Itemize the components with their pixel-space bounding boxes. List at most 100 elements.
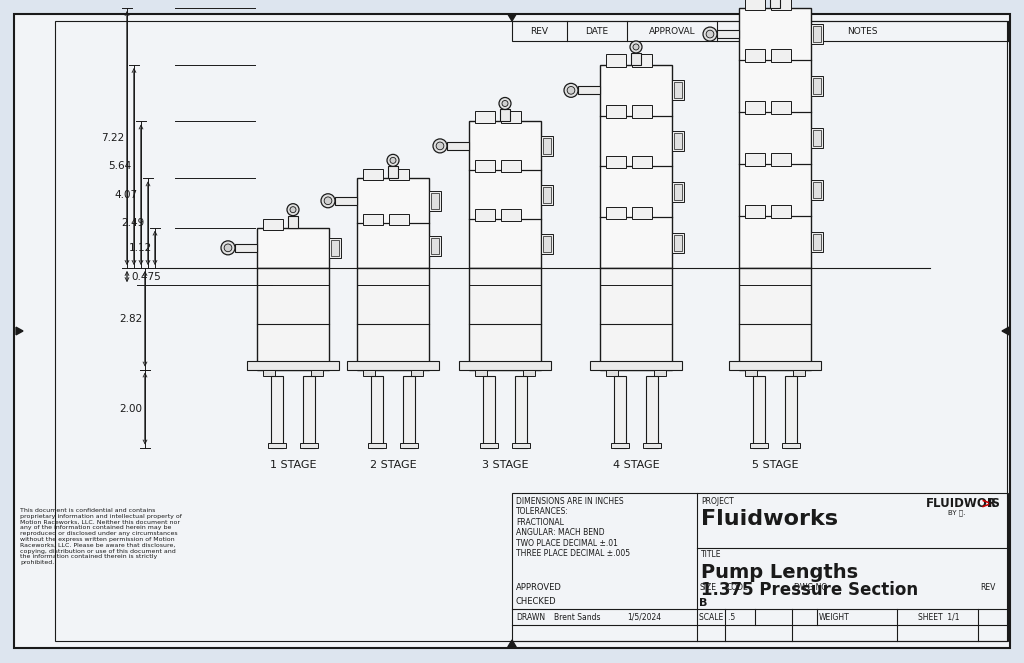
Bar <box>271 375 283 448</box>
Bar <box>606 105 626 118</box>
Bar <box>469 121 541 268</box>
Text: Pump Lengths: Pump Lengths <box>701 563 858 582</box>
Bar <box>411 369 423 375</box>
Bar <box>632 207 652 219</box>
Bar <box>813 78 821 94</box>
Text: REV: REV <box>980 583 995 591</box>
Circle shape <box>436 142 443 150</box>
Bar <box>400 442 418 448</box>
Text: SCALE  .5: SCALE .5 <box>699 613 735 621</box>
Bar <box>501 111 521 123</box>
Text: DWG NO: DWG NO <box>794 583 827 591</box>
Text: DATE: DATE <box>586 27 608 36</box>
Text: WEIGHT: WEIGHT <box>819 613 850 621</box>
Circle shape <box>412 369 418 375</box>
Circle shape <box>564 84 578 97</box>
Bar <box>501 209 521 221</box>
Text: >: > <box>980 497 991 511</box>
Bar <box>771 153 791 166</box>
Bar <box>362 213 383 225</box>
Circle shape <box>290 207 296 213</box>
Bar <box>403 375 415 448</box>
Bar <box>750 442 768 448</box>
Bar <box>717 30 739 38</box>
Bar <box>606 156 626 168</box>
Bar <box>614 375 626 448</box>
Text: 4 STAGE: 4 STAGE <box>612 459 659 469</box>
Text: CODE: CODE <box>727 583 749 591</box>
Text: REV: REV <box>530 27 549 36</box>
Bar <box>389 169 409 180</box>
Circle shape <box>502 101 508 107</box>
Bar <box>674 184 682 200</box>
Bar <box>813 234 821 250</box>
Bar <box>771 205 791 218</box>
Circle shape <box>321 194 335 208</box>
Bar <box>643 442 662 448</box>
Bar <box>303 375 315 448</box>
Bar <box>729 361 821 369</box>
Circle shape <box>707 30 714 38</box>
Bar <box>753 375 765 448</box>
Bar <box>523 369 535 375</box>
Text: SIZE: SIZE <box>699 583 716 591</box>
Text: SHEET  1/1: SHEET 1/1 <box>918 613 959 621</box>
Circle shape <box>524 369 530 375</box>
Bar <box>388 166 398 178</box>
Bar <box>543 187 551 203</box>
Text: This document is confidential and contains
proprietary information and intellect: This document is confidential and contai… <box>20 508 182 565</box>
Bar <box>362 169 383 180</box>
Bar <box>512 21 1008 41</box>
Bar <box>811 24 823 44</box>
Circle shape <box>433 139 447 153</box>
Text: Fluidworks: Fluidworks <box>701 509 838 529</box>
Text: 1.12: 1.12 <box>129 243 152 253</box>
Circle shape <box>368 369 374 375</box>
Circle shape <box>703 27 717 41</box>
Text: IS: IS <box>988 497 1000 510</box>
Bar <box>263 219 283 229</box>
Text: BY Ⓜ.: BY Ⓜ. <box>948 509 966 516</box>
Bar <box>483 375 495 448</box>
Text: CHECKED: CHECKED <box>516 597 557 605</box>
Text: 5 STAGE: 5 STAGE <box>752 459 799 469</box>
Circle shape <box>480 369 486 375</box>
Bar <box>475 209 495 221</box>
Bar <box>329 238 341 258</box>
Bar <box>263 369 275 375</box>
Text: 2.00: 2.00 <box>119 404 142 414</box>
Bar <box>770 0 780 8</box>
Bar <box>632 105 652 118</box>
Bar <box>632 156 652 168</box>
Circle shape <box>567 86 574 94</box>
Bar <box>611 442 629 448</box>
Bar <box>632 54 652 67</box>
Bar <box>631 53 641 65</box>
Bar <box>674 82 682 98</box>
Bar <box>785 375 797 448</box>
Circle shape <box>611 369 617 375</box>
Bar <box>674 235 682 251</box>
Bar <box>744 0 765 10</box>
Bar <box>431 193 439 209</box>
Bar <box>811 76 823 96</box>
Bar <box>475 160 495 172</box>
Bar <box>646 375 658 448</box>
Bar <box>654 369 666 375</box>
Text: 3 STAGE: 3 STAGE <box>481 459 528 469</box>
Polygon shape <box>508 640 516 647</box>
Text: 2.49: 2.49 <box>122 218 145 228</box>
Bar <box>368 442 386 448</box>
Bar <box>541 136 553 156</box>
Bar <box>771 101 791 114</box>
Bar <box>744 205 765 218</box>
Bar <box>543 235 551 251</box>
Text: APPROVED: APPROVED <box>516 583 562 591</box>
Bar <box>744 101 765 114</box>
Text: 1/5/2024: 1/5/2024 <box>627 613 662 621</box>
Bar <box>771 49 791 62</box>
Circle shape <box>794 369 800 375</box>
Circle shape <box>499 97 511 109</box>
Text: APPROVAL: APPROVAL <box>648 27 695 36</box>
Circle shape <box>268 369 274 375</box>
